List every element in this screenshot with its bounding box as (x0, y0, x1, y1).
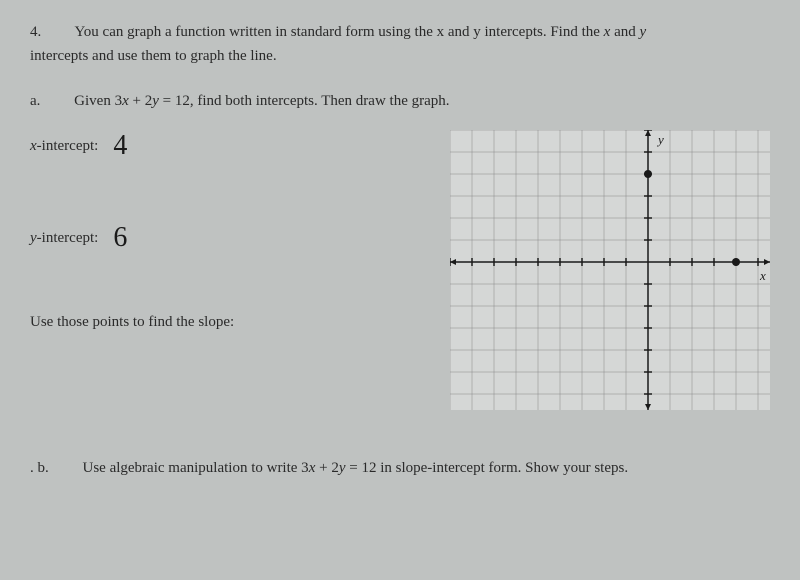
coordinate-grid: yx (450, 130, 770, 410)
sub-a-text-1: Given 3 (74, 93, 122, 109)
x-intercept-text: -intercept: (37, 138, 99, 154)
sub-a-var-1: x (122, 93, 129, 109)
sub-a-text-2: + 2 (129, 93, 152, 109)
y-intercept-var: y (30, 230, 37, 246)
question-header: 4. You can graph a function written in s… (30, 20, 770, 68)
sub-question-a: a. Given 3x + 2y = 12, find both interce… (30, 93, 770, 110)
x-intercept-row: x-intercept: 4 (30, 130, 430, 162)
y-intercept-label: y-intercept: (30, 230, 98, 247)
sub-a-label: a. (30, 93, 40, 110)
graph-container: yx (450, 130, 770, 410)
slope-instruction: Use those points to find the slope: (30, 314, 430, 331)
x-intercept-var: x (30, 138, 37, 154)
content-area: x-intercept: 4 y-intercept: 6 Use those … (30, 130, 770, 410)
sub-b-var-2: y (339, 460, 346, 476)
sub-a-text-3: = 12, find both intercepts. Then draw th… (159, 93, 450, 109)
question-text-2: and (610, 24, 639, 40)
sub-b-text-2: + 2 (315, 460, 338, 476)
svg-text:x: x (759, 268, 766, 283)
question-text-3: intercepts and use them to graph the lin… (30, 44, 770, 68)
x-intercept-label: x-intercept: (30, 138, 98, 155)
x-intercept-value: 4 (113, 130, 127, 162)
sub-b-text-3: = 12 in slope-intercept form. Show your … (346, 460, 629, 476)
y-intercept-row: y-intercept: 6 (30, 222, 430, 254)
question-text-1: You can graph a function written in stan… (74, 24, 603, 40)
y-intercept-value: 6 (113, 222, 127, 254)
svg-text:y: y (656, 132, 664, 147)
question-number: 4. (30, 20, 41, 44)
sub-b-text-1: Use algebraic manipulation to write 3 (83, 460, 309, 476)
sub-b-label: . b. (30, 460, 49, 477)
question-italic-2: y (640, 24, 647, 40)
y-intercept-text: -intercept: (37, 230, 99, 246)
sub-question-b: . b. Use algebraic manipulation to write… (30, 460, 770, 477)
left-content: x-intercept: 4 y-intercept: 6 Use those … (30, 130, 430, 331)
sub-a-var-2: y (152, 93, 159, 109)
